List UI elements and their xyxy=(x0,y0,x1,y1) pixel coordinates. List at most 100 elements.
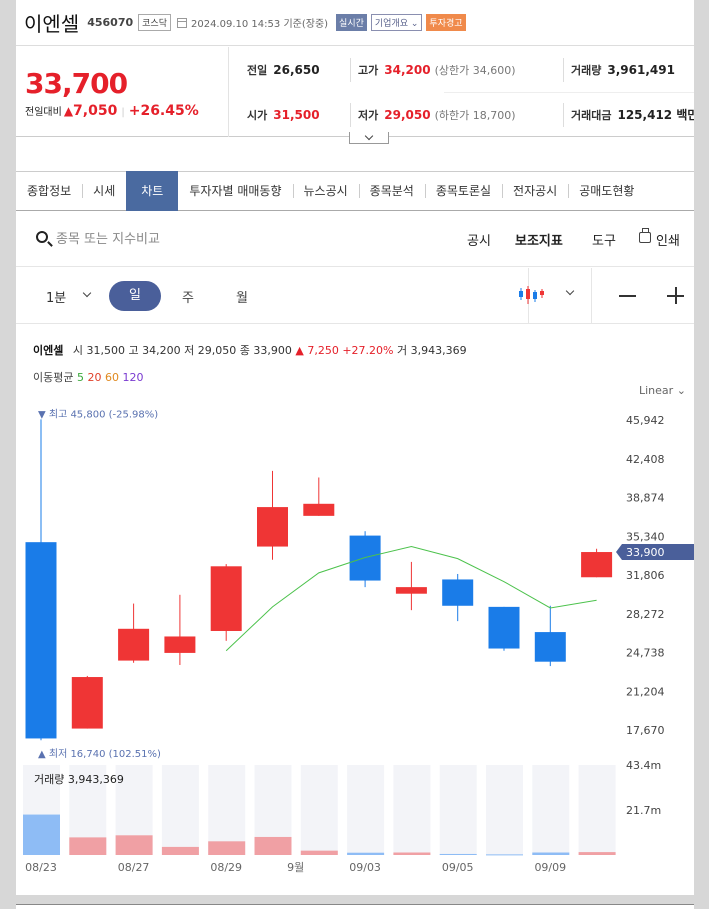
price-summary: 33,700 전일대비 ▲7,050 | +26.45% 전일 26,650 고가 34,… xyxy=(16,47,694,137)
candle-body xyxy=(349,535,381,581)
volume-bar xyxy=(161,846,199,855)
ma-20-label[interactable]: 20 xyxy=(83,371,102,384)
candle-body xyxy=(71,677,103,729)
x-axis-label: 08/29 xyxy=(210,861,242,874)
expand-toggle-button[interactable] xyxy=(349,132,389,144)
price-details: 전일 26,650 고가 34,200 (상한가 34,600) 거래량 3,961,4… xyxy=(230,47,694,137)
stock-header: 이엔셀 456070 코스닥 2024.09.10 14:53 기준(장중) 실… xyxy=(16,0,694,46)
volume-background xyxy=(439,765,477,855)
open-price: 시가 31,500 xyxy=(247,107,320,122)
volume-background xyxy=(578,765,616,855)
scale-select[interactable]: Linear ⌄ xyxy=(639,384,686,397)
period-selector: 1분 일 주 월 xyxy=(16,268,694,324)
volume-bar xyxy=(578,852,616,855)
stock-page: 이엔셀 456070 코스닥 2024.09.10 14:53 기준(장중) 실… xyxy=(16,0,694,895)
volume-background xyxy=(347,765,385,855)
candle-body xyxy=(395,587,427,594)
volume-bar xyxy=(300,850,338,855)
tab-overview[interactable]: 종합정보 xyxy=(27,184,72,198)
tab-short-selling[interactable]: 공매도현황 xyxy=(568,171,645,211)
volume-bar xyxy=(393,852,431,855)
company-overview-button[interactable]: 기업개요 ⌄ xyxy=(370,14,423,31)
volume-tick-label: 43.4m xyxy=(626,759,661,772)
y-tick-label: 42,408 xyxy=(626,453,665,466)
printer-icon[interactable] xyxy=(639,228,651,243)
volume-background xyxy=(208,765,246,855)
indicator-button[interactable]: 보조지표 xyxy=(515,234,563,249)
tab-discussion[interactable]: 종목토론실 xyxy=(424,171,502,211)
zoom-in-icon[interactable] xyxy=(667,289,684,302)
candle-body xyxy=(303,503,335,516)
y-tick-label: 17,670 xyxy=(626,724,665,737)
volume-bar xyxy=(439,853,477,855)
chart-type-chevron-icon[interactable] xyxy=(565,286,575,296)
volume-bar xyxy=(208,841,246,855)
high-price: 고가 34,200 (상한가 34,600) xyxy=(358,62,516,77)
realtime-badge[interactable]: 실시간 xyxy=(336,14,367,31)
volume-background xyxy=(486,765,523,855)
y-tick-label: 45,942 xyxy=(626,414,665,427)
bottom-divider xyxy=(16,904,694,909)
tab-e-disclosure[interactable]: 전자공시 xyxy=(502,171,568,211)
candle-body xyxy=(257,507,288,547)
tools-button[interactable]: 도구 xyxy=(592,234,616,249)
current-price-badge xyxy=(616,544,694,561)
low-price: 저가 29,050 (하한가 18,700) xyxy=(358,107,516,122)
volume-background xyxy=(300,765,338,855)
ma5-line xyxy=(225,546,597,652)
minute-interval-select[interactable]: 1분 xyxy=(46,291,67,306)
candle-body xyxy=(442,579,474,606)
candle-body xyxy=(581,552,613,578)
tab-news[interactable]: 뉴스공시 xyxy=(292,171,359,211)
disclosure-button[interactable]: 공시 xyxy=(467,234,491,249)
search-icon[interactable] xyxy=(36,231,48,243)
volume-background xyxy=(393,765,431,855)
ohlc-info: 이엔셀 시 31,500 고 34,200 저 29,050 종 33,900 … xyxy=(33,344,467,357)
ma-120-label[interactable]: 120 xyxy=(118,371,144,384)
min-price-label: ▲ 최저 16,740 (102.51%) xyxy=(38,748,161,760)
investment-warning-badge: 투자경고 xyxy=(426,14,466,31)
moving-average-legend[interactable]: 이동평균 5 20 60 120 xyxy=(33,371,144,384)
volume: 거래량 3,961,491 xyxy=(571,62,675,77)
period-month-button[interactable]: 월 xyxy=(236,291,248,306)
ma-60-label[interactable]: 60 xyxy=(101,371,119,384)
x-axis-label: 9월 xyxy=(287,861,304,874)
period-week-button[interactable]: 주 xyxy=(182,291,194,306)
candle-body xyxy=(210,566,242,631)
chevron-down-icon[interactable] xyxy=(82,288,92,298)
tab-quotes[interactable]: 시세 xyxy=(82,171,126,211)
print-button[interactable]: 인쇄 xyxy=(656,234,680,249)
price-change: 전일대비 ▲7,050 | +26.45% xyxy=(25,103,199,119)
tab-chart[interactable]: 차트 xyxy=(126,171,179,211)
period-day-button[interactable]: 일 xyxy=(109,281,161,311)
candle-body xyxy=(118,628,150,661)
volume-bar xyxy=(115,835,153,855)
x-axis-label: 09/03 xyxy=(349,861,381,874)
candle-body xyxy=(25,542,57,739)
tab-investor-trading[interactable]: 투자자별 매매동향 xyxy=(189,184,282,198)
tab-analysis[interactable]: 종목분석 xyxy=(358,171,425,211)
volume-tick-label: 21.7m xyxy=(626,804,661,817)
y-tick-label: 31,806 xyxy=(626,569,665,582)
calendar-icon xyxy=(176,17,187,28)
zoom-out-icon[interactable] xyxy=(619,295,636,297)
trade-amount: 거래대금 125,412 백만 xyxy=(571,108,694,122)
volume-bar xyxy=(69,837,107,855)
y-tick-label: 21,204 xyxy=(626,685,665,698)
candle-body xyxy=(534,632,566,662)
candlestick-chart[interactable]: 45,942 42,408 38,874 35,340 31,806 28,272 24,7… xyxy=(16,395,694,885)
ma-5-label[interactable]: 5 xyxy=(76,371,84,384)
candle-chart-type-icon[interactable] xyxy=(518,284,546,306)
tab-bar: 종합정보 시세 차트 투자자별 매매동향 뉴스공시 종목분석 종목토론실 전자공… xyxy=(16,171,694,211)
up-arrow-icon: ▲ xyxy=(63,104,74,118)
y-tick-label: 35,340 xyxy=(626,530,665,543)
timestamp: 2024.09.10 14:53 기준(장중) xyxy=(190,19,329,30)
chart-toolbar: 공시 보조지표 도구 인쇄 xyxy=(16,212,694,267)
scale-chevron-icon: ⌄ xyxy=(676,384,686,397)
current-price-label: 33,900 xyxy=(626,546,665,559)
compare-search-input[interactable] xyxy=(56,226,256,252)
y-tick-label: 24,738 xyxy=(626,647,665,660)
volume-bar xyxy=(486,854,523,856)
volume-label: 거래량 3,943,369 xyxy=(34,773,124,786)
x-axis-label: 08/27 xyxy=(118,861,150,874)
